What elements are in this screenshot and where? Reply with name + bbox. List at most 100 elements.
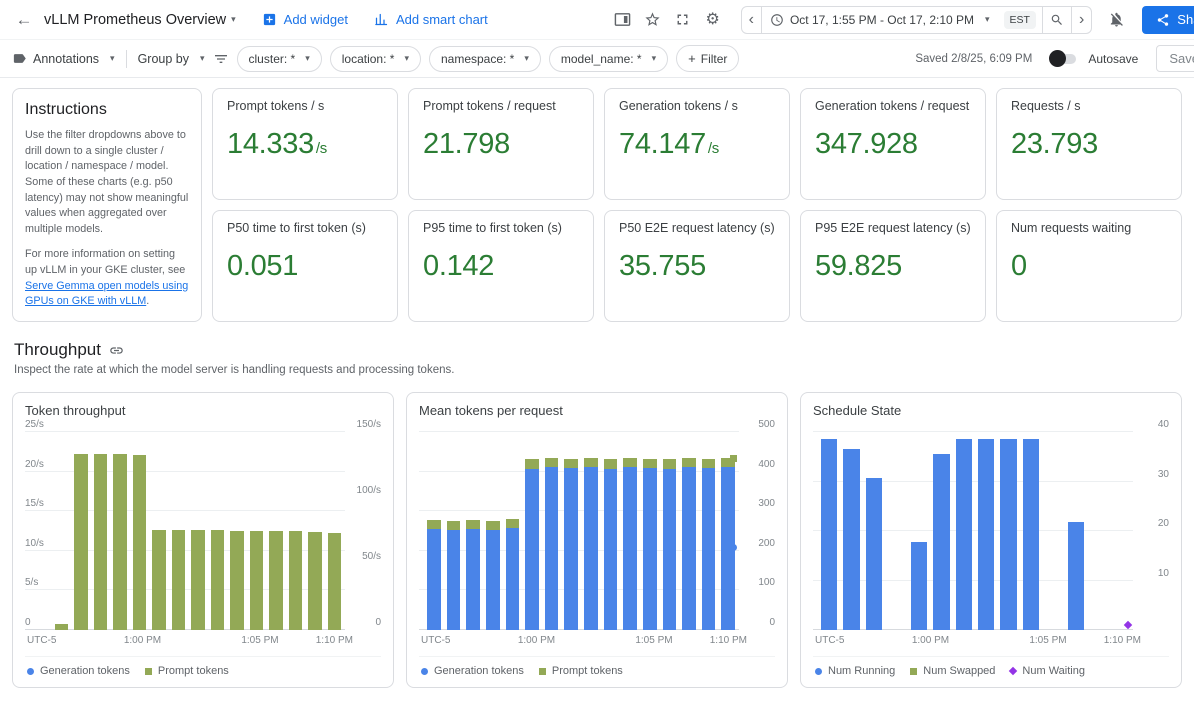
toggle-knob (1049, 49, 1067, 67)
group-by-button[interactable]: Group by ▾ (138, 52, 205, 66)
bar-segment-generation-tokens (662, 468, 677, 630)
bar-segment-prompt-tokens (623, 457, 637, 468)
chart-plot[interactable]: 150/s 100/s 50/s 0 25/s 20/s 15/s 10/s 5/s 0 (25, 420, 381, 630)
bar (427, 434, 441, 630)
timezone-chip[interactable]: EST (1003, 10, 1036, 29)
annotations-button[interactable]: Annotations ▾ (12, 51, 115, 66)
legend-item[interactable]: Generation tokens (27, 665, 130, 677)
share-button[interactable]: Share (1142, 5, 1194, 34)
save-button[interactable]: Save (1156, 45, 1194, 72)
autosave-toggle[interactable] (1049, 49, 1077, 67)
legend-item[interactable]: Num Swapped (910, 665, 995, 677)
legend-item[interactable]: Num Running (815, 665, 895, 677)
add-widget-button[interactable]: Add widget (262, 12, 348, 27)
dashboard-title-menu[interactable]: vLLM Prometheus Overview ▾ (44, 12, 236, 28)
legend-label: Generation tokens (40, 665, 130, 677)
y-axis-tick-right: 150/s (356, 419, 381, 430)
filter-chip[interactable]: cluster: * ▾ (236, 45, 322, 72)
chevron-down-icon: ▾ (985, 14, 990, 24)
y-axis-tick-right: 0 (375, 617, 381, 628)
scorecard: Generation tokens / s 74.147/s (604, 88, 790, 200)
instructions-paragraph: For more information on setting up vLLM … (25, 247, 189, 310)
legend-label: Generation tokens (434, 665, 524, 677)
legend-item[interactable]: Prompt tokens (144, 665, 229, 677)
bar-segment-generation-tokens (525, 468, 539, 630)
add-smart-chart-button[interactable]: Add smart chart (374, 12, 488, 27)
chart-plot[interactable]: 500 400 300 200 100 0 (419, 420, 775, 630)
gridline (25, 470, 345, 472)
section-link-icon[interactable] (109, 343, 124, 358)
bar (662, 434, 677, 630)
chart-plot[interactable]: 40 30 20 10 (813, 420, 1169, 630)
add-filter-chip[interactable]: + Filter (676, 45, 740, 72)
fullscreen-button[interactable] (669, 6, 697, 34)
filter-chip-label: location: * (341, 51, 395, 66)
circle-marker (27, 667, 34, 675)
y-axis-tick-right: 50/s (362, 551, 381, 563)
chevron-left-icon: ‹ (748, 10, 754, 28)
scorecard-label: Prompt tokens / s (227, 99, 325, 113)
x-axis-tick: 1:00 PM (911, 635, 950, 646)
legend-item[interactable]: Prompt tokens (538, 665, 623, 677)
x-axis: UTC-5 1:00 PM 1:05 PM 1:10 PM (419, 635, 775, 649)
bar-segment-prompt-tokens (210, 530, 225, 630)
chart-title: Token throughput (25, 403, 126, 418)
bar-segment-prompt-tokens (682, 457, 696, 468)
time-back-button[interactable]: ‹ (742, 7, 761, 33)
scorecard-unit: /s (315, 140, 327, 157)
chevron-down-icon: ▾ (305, 53, 310, 63)
bar (1000, 434, 1017, 630)
time-range-text: Oct 17, 1:55 PM - Oct 17, 2:10 PM (789, 12, 975, 27)
notifications-off-button[interactable] (1102, 6, 1130, 34)
filter-chip[interactable]: model_name: * ▾ (548, 45, 669, 72)
filter-chip[interactable]: location: * ▾ (329, 45, 421, 72)
time-range-picker[interactable]: Oct 17, 1:55 PM - Oct 17, 2:10 PM ▾ (762, 7, 998, 33)
favorite-button[interactable] (639, 6, 667, 34)
bar (1112, 434, 1128, 630)
bar (623, 434, 637, 630)
autosave-label: Autosave (1088, 51, 1139, 66)
bar (171, 434, 186, 630)
y-axis-tick-right: 20 (1157, 518, 1169, 529)
y-axis-tick-left: 0 (25, 617, 31, 628)
scorecard-label: Generation tokens / s (619, 99, 738, 113)
y-axis-tick-right: 300 (758, 498, 775, 510)
scorecard-value: 14.333/s (227, 128, 327, 160)
scorecard-value: 0.142 (423, 250, 495, 282)
x-axis-tick: 1:00 PM (123, 635, 162, 646)
bar-segment-num-running (933, 453, 950, 630)
bar (93, 434, 108, 630)
filter-chip[interactable]: namespace: * ▾ (428, 45, 541, 72)
bar-segment-num-running (821, 438, 838, 630)
time-forward-button[interactable]: › (1072, 7, 1091, 33)
scorecard-value: 59.825 (815, 250, 902, 282)
gke-vllm-link[interactable]: Serve Gemma open models using GPUs on GK… (25, 279, 189, 308)
bar (701, 434, 716, 630)
panel-icon (614, 11, 631, 28)
legend-item[interactable]: Generation tokens (421, 665, 524, 677)
bar-segment-prompt-tokens (427, 520, 441, 529)
settings-button[interactable]: ⚙ (699, 6, 727, 34)
y-axis-tick-left: 10/s (25, 537, 44, 549)
gridline (813, 480, 1133, 482)
add-box-icon (262, 12, 277, 27)
back-button[interactable]: ← (10, 6, 38, 34)
bar-segment-prompt-tokens (269, 531, 283, 630)
legend-item[interactable]: Num Waiting (1009, 665, 1085, 677)
scorecard-value: 35.755 (619, 250, 706, 282)
bar-segment-prompt-tokens (132, 455, 147, 630)
bar-segment-prompt-tokens (584, 457, 598, 468)
throughput-section-header: Throughput (14, 340, 1180, 360)
filter-list-button[interactable] (213, 51, 229, 67)
panel-view-button[interactable] (609, 6, 637, 34)
scorecard-unit: /s (707, 140, 719, 157)
time-search-button[interactable] (1043, 7, 1071, 33)
circle-marker (815, 667, 822, 675)
scorecard-value: 21.798 (423, 128, 510, 160)
search-icon (1050, 13, 1064, 27)
chart-title: Mean tokens per request (419, 403, 563, 418)
scorecard: Prompt tokens / s 14.333/s (212, 88, 398, 200)
bars-area (821, 434, 1129, 630)
bar-segment-prompt-tokens (308, 532, 322, 630)
clock-icon (770, 13, 784, 27)
